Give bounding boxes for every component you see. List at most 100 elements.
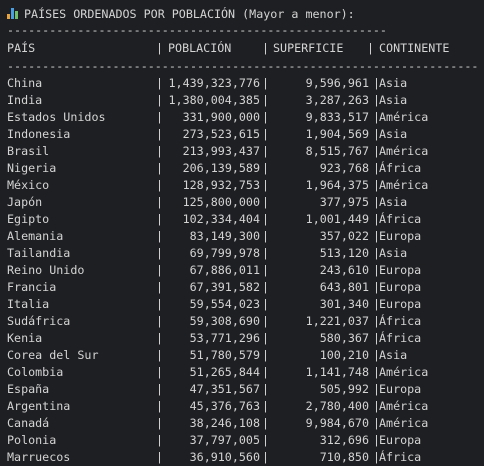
country-name: México xyxy=(7,178,50,192)
table-row: Tailandia | 69,799,978 | 513,120 | Asia xyxy=(0,245,484,262)
table-row: Corea del Sur | 51,780,579 | 100,210 | Asia xyxy=(0,347,484,364)
area-value: 9,984,670 xyxy=(305,416,369,430)
column-separator: | xyxy=(156,246,164,260)
country-name: Reino Unido xyxy=(7,263,85,277)
continent-value: América xyxy=(379,144,429,158)
column-separator: | xyxy=(262,348,270,362)
table-row: Reino Unido | 67,886,011 | 243,610 | Europa xyxy=(0,262,484,279)
continent-value: África xyxy=(379,450,422,464)
column-separator: | xyxy=(373,144,381,158)
table-row: Estados Unidos | 331,900,000 | 9,833,517 | Amé… xyxy=(0,109,484,126)
table-row: México | 128,932,753 | 1,964,375 | América xyxy=(0,177,484,194)
table-row: Canadá | 38,246,108 | 9,984,670 | América xyxy=(0,415,484,432)
population-value: 1,439,323,776 xyxy=(168,76,260,90)
area-value: 923,768 xyxy=(319,161,369,175)
column-separator: | xyxy=(262,365,270,379)
column-separator: | xyxy=(373,433,381,447)
country-name: Marruecos xyxy=(7,450,71,464)
continent-value: Asia xyxy=(379,195,408,209)
continent-value: Asia xyxy=(379,246,408,260)
column-separator: | xyxy=(262,229,270,243)
area-value: 505,992 xyxy=(319,382,369,396)
population-value: 51,780,579 xyxy=(189,348,260,362)
output-title: PAÍSES ORDENADOS POR POBLACIÓN (Mayor a … xyxy=(24,7,355,21)
area-value: 100,210 xyxy=(319,348,369,362)
column-separator: | xyxy=(156,365,164,379)
continent-value: Asia xyxy=(379,127,408,141)
continent-value: América xyxy=(379,399,429,413)
column-separator: | xyxy=(262,433,270,447)
column-separator: | xyxy=(156,144,164,158)
column-separator: | xyxy=(262,297,270,311)
continent-value: América xyxy=(379,178,429,192)
column-separator: | xyxy=(156,399,164,413)
country-name: Alemania xyxy=(7,229,64,243)
column-separator: | xyxy=(262,178,270,192)
column-separator: | xyxy=(262,382,270,396)
population-value: 45,376,763 xyxy=(189,399,260,413)
continent-value: Asia xyxy=(379,93,408,107)
table-row: Indonesia | 273,523,615 | 1,904,569 | Asia xyxy=(0,126,484,143)
table-row: Alemania | 83,149,300 | 357,022 | Europa xyxy=(0,228,484,245)
column-separator: | xyxy=(373,178,381,192)
column-separator: | xyxy=(156,212,164,226)
area-value: 301,340 xyxy=(319,297,369,311)
population-value: 47,351,567 xyxy=(189,382,260,396)
column-separator: | xyxy=(156,331,164,345)
continent-value: África xyxy=(379,314,422,328)
column-separator: | xyxy=(262,161,270,175)
table-row: Argentina | 45,376,763 | 2,780,400 | América xyxy=(0,398,484,415)
column-separator: | xyxy=(262,280,270,294)
continent-value: América xyxy=(379,110,429,124)
column-separator: | xyxy=(262,416,270,430)
population-value: 67,391,582 xyxy=(189,280,260,294)
continent-value: América xyxy=(379,365,429,379)
country-name: Japón xyxy=(7,195,43,209)
country-name: España xyxy=(7,382,50,396)
continent-value: Europa xyxy=(379,229,422,243)
country-name: Egipto xyxy=(7,212,50,226)
column-separator: | xyxy=(262,93,270,107)
column-separator: | xyxy=(262,110,270,124)
column-separator: | xyxy=(373,76,381,90)
area-value: 1,141,748 xyxy=(305,365,369,379)
separator-line: ----------------------------------------… xyxy=(7,23,387,37)
population-value: 59,308,690 xyxy=(189,314,260,328)
column-separator: | xyxy=(156,41,164,55)
column-separator: | xyxy=(156,433,164,447)
column-separator: | xyxy=(373,93,381,107)
column-separator: | xyxy=(156,195,164,209)
country-name: Italia xyxy=(7,297,50,311)
population-value: 213,993,437 xyxy=(182,144,260,158)
table-row: Italia | 59,554,023 | 301,340 | Europa xyxy=(0,296,484,313)
separator-line: ----------------------------------------… xyxy=(7,59,479,73)
column-separator: | xyxy=(262,195,270,209)
area-value: 357,022 xyxy=(319,229,369,243)
column-separator: | xyxy=(156,416,164,430)
table-row: Marruecos | 36,910,560 | 710,850 | África xyxy=(0,449,484,466)
population-value: 67,886,011 xyxy=(189,263,260,277)
population-value: 69,799,978 xyxy=(189,246,260,260)
column-header-area: SUPERFICIE xyxy=(273,41,344,55)
country-name: Polonia xyxy=(7,433,57,447)
area-value: 9,833,517 xyxy=(305,110,369,124)
column-separator: | xyxy=(262,127,270,141)
bar-chart-icon xyxy=(7,8,19,19)
population-value: 1,380,004,385 xyxy=(168,93,260,107)
population-value: 331,900,000 xyxy=(182,110,260,124)
column-separator: | xyxy=(156,297,164,311)
area-value: 8,515,767 xyxy=(305,144,369,158)
area-value: 243,610 xyxy=(319,263,369,277)
continent-value: Europa xyxy=(379,280,422,294)
column-separator: | xyxy=(262,144,270,158)
column-separator: | xyxy=(373,246,381,260)
population-value: 38,246,108 xyxy=(189,416,260,430)
area-value: 710,850 xyxy=(319,450,369,464)
table-row: Francia | 67,391,582 | 643,801 | Europa xyxy=(0,279,484,296)
column-separator: | xyxy=(156,348,164,362)
population-value: 36,910,560 xyxy=(189,450,260,464)
country-name: Indonesia xyxy=(7,127,71,141)
column-separator: | xyxy=(373,399,381,413)
country-name: Nigeria xyxy=(7,161,57,175)
table-row: España | 47,351,567 | 505,992 | Europa xyxy=(0,381,484,398)
